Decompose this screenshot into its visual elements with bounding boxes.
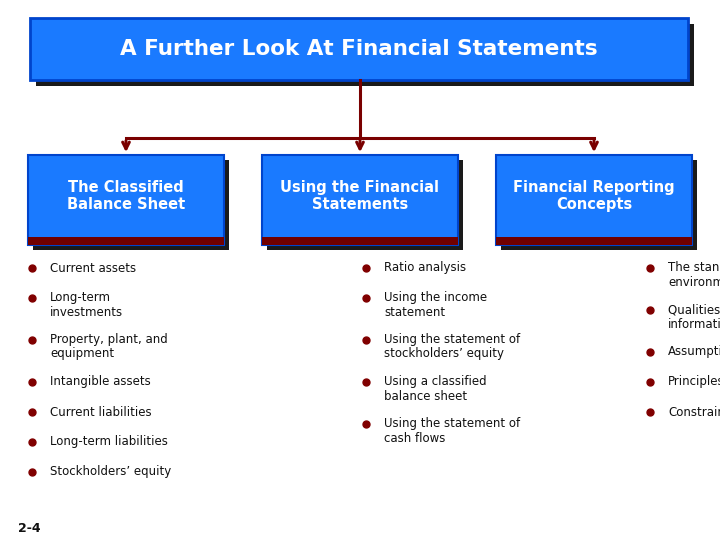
Text: Using the statement of: Using the statement of bbox=[384, 417, 520, 430]
Text: cash flows: cash flows bbox=[384, 431, 446, 444]
Text: Stockholders’ equity: Stockholders’ equity bbox=[50, 465, 171, 478]
FancyBboxPatch shape bbox=[28, 155, 224, 245]
FancyBboxPatch shape bbox=[33, 160, 229, 250]
FancyBboxPatch shape bbox=[496, 237, 692, 245]
Text: environment: environment bbox=[668, 275, 720, 288]
Text: Ratio analysis: Ratio analysis bbox=[384, 261, 466, 274]
Text: The standard-setting: The standard-setting bbox=[668, 261, 720, 274]
Text: Qualities of useful: Qualities of useful bbox=[668, 303, 720, 316]
FancyBboxPatch shape bbox=[501, 160, 697, 250]
Text: 2-4: 2-4 bbox=[18, 522, 40, 535]
Text: investments: investments bbox=[50, 306, 123, 319]
Text: Principles: Principles bbox=[668, 375, 720, 388]
FancyBboxPatch shape bbox=[267, 160, 463, 250]
Text: Constraints: Constraints bbox=[668, 406, 720, 419]
Text: Assumptions: Assumptions bbox=[668, 346, 720, 359]
Text: The Classified
Balance Sheet: The Classified Balance Sheet bbox=[67, 180, 185, 212]
Text: Long-term liabilities: Long-term liabilities bbox=[50, 435, 168, 449]
Text: Using the statement of: Using the statement of bbox=[384, 334, 520, 347]
FancyBboxPatch shape bbox=[28, 237, 224, 245]
Text: stockholders’ equity: stockholders’ equity bbox=[384, 348, 504, 361]
Text: information: information bbox=[668, 318, 720, 330]
Text: Using the Financial
Statements: Using the Financial Statements bbox=[281, 180, 439, 212]
Text: Current liabilities: Current liabilities bbox=[50, 406, 152, 419]
Text: Property, plant, and: Property, plant, and bbox=[50, 334, 168, 347]
Text: Using the income: Using the income bbox=[384, 292, 487, 305]
FancyBboxPatch shape bbox=[36, 24, 694, 86]
FancyBboxPatch shape bbox=[262, 237, 458, 245]
Text: Intangible assets: Intangible assets bbox=[50, 375, 150, 388]
Text: balance sheet: balance sheet bbox=[384, 389, 467, 402]
Text: Financial Reporting
Concepts: Financial Reporting Concepts bbox=[513, 180, 675, 212]
Text: A Further Look At Financial Statements: A Further Look At Financial Statements bbox=[120, 39, 598, 59]
FancyBboxPatch shape bbox=[496, 155, 692, 245]
Text: Using a classified: Using a classified bbox=[384, 375, 487, 388]
FancyBboxPatch shape bbox=[30, 18, 688, 80]
FancyBboxPatch shape bbox=[262, 155, 458, 245]
Text: Current assets: Current assets bbox=[50, 261, 136, 274]
Text: equipment: equipment bbox=[50, 348, 114, 361]
Text: statement: statement bbox=[384, 306, 445, 319]
Text: Long-term: Long-term bbox=[50, 292, 111, 305]
